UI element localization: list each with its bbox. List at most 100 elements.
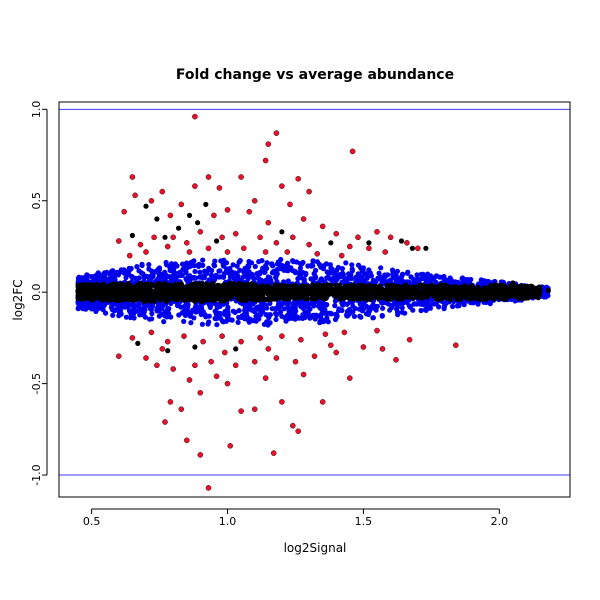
data-point — [270, 288, 276, 294]
data-point — [292, 290, 298, 296]
data-point — [440, 274, 446, 280]
data-point — [310, 300, 316, 307]
data-point — [84, 272, 90, 278]
data-point — [253, 295, 259, 301]
data-point — [275, 259, 281, 265]
data-point — [216, 274, 222, 280]
data-point — [527, 288, 534, 294]
data-point — [292, 358, 299, 365]
data-point — [251, 406, 258, 413]
data-point — [78, 289, 84, 295]
data-point — [327, 282, 333, 288]
data-point — [150, 292, 156, 298]
data-point — [273, 355, 280, 361]
data-point — [491, 289, 497, 295]
data-point — [224, 380, 231, 387]
data-point — [247, 304, 253, 310]
data-point — [288, 310, 294, 316]
data-point — [468, 276, 474, 283]
data-point — [116, 353, 122, 360]
data-point — [204, 294, 210, 300]
data-point — [306, 188, 312, 195]
data-point — [251, 197, 258, 204]
data-point — [346, 243, 353, 250]
data-point — [147, 316, 153, 322]
data-point — [267, 300, 273, 306]
data-point — [300, 371, 307, 378]
data-point — [334, 314, 340, 320]
data-point — [126, 252, 133, 259]
data-point — [165, 348, 171, 354]
data-point — [450, 285, 456, 291]
data-point — [251, 276, 257, 282]
data-point — [309, 296, 316, 302]
data-point — [322, 331, 329, 338]
data-point — [361, 291, 367, 297]
data-point — [423, 245, 429, 251]
data-point — [138, 291, 144, 297]
data-point — [123, 275, 129, 281]
data-point — [193, 282, 199, 289]
data-point — [368, 273, 374, 279]
data-point — [366, 240, 372, 246]
data-point — [441, 306, 447, 312]
data-point — [416, 292, 422, 298]
data-point — [164, 243, 171, 250]
data-point — [161, 319, 167, 325]
data-point — [118, 288, 124, 294]
data-point — [142, 293, 148, 300]
data-point — [445, 288, 451, 294]
data-point — [302, 314, 308, 321]
data-point — [164, 338, 171, 345]
data-point — [200, 296, 206, 302]
data-point — [96, 292, 102, 298]
data-point — [214, 310, 220, 316]
data-point — [136, 268, 142, 274]
y-axis: -1.0-0.50.00.51.0 — [30, 101, 48, 486]
data-point — [408, 287, 414, 293]
data-point — [409, 245, 415, 251]
data-point — [417, 282, 424, 288]
data-point — [154, 307, 160, 313]
data-point — [261, 321, 267, 327]
data-point — [167, 284, 173, 290]
data-point — [289, 315, 295, 321]
data-point — [450, 289, 456, 295]
data-point — [137, 280, 143, 286]
data-point — [439, 285, 445, 292]
data-point — [314, 250, 321, 257]
data-point — [167, 212, 174, 219]
data-point — [403, 282, 409, 288]
data-point — [176, 225, 182, 231]
data-point — [329, 270, 336, 276]
data-point — [195, 308, 201, 314]
data-point — [283, 318, 289, 324]
data-point — [204, 285, 210, 291]
data-point — [76, 285, 82, 291]
data-point — [225, 312, 231, 318]
data-point — [186, 212, 193, 218]
data-point — [436, 304, 442, 310]
data-point — [182, 296, 188, 302]
data-point — [406, 303, 412, 309]
data-point — [195, 220, 201, 226]
data-point — [327, 342, 334, 349]
data-point — [137, 307, 143, 313]
data-point — [159, 346, 166, 352]
data-point — [183, 264, 189, 270]
data-point — [238, 338, 244, 345]
data-point — [238, 174, 244, 180]
data-point — [268, 277, 274, 283]
data-point — [278, 302, 284, 308]
data-point — [310, 258, 316, 264]
data-point — [201, 275, 207, 281]
data-point — [198, 288, 204, 294]
data-point — [182, 287, 188, 293]
data-point — [116, 308, 122, 314]
data-point — [267, 296, 273, 303]
data-point — [264, 305, 270, 311]
data-point — [295, 175, 302, 182]
data-point — [230, 290, 236, 296]
data-point — [221, 261, 227, 267]
